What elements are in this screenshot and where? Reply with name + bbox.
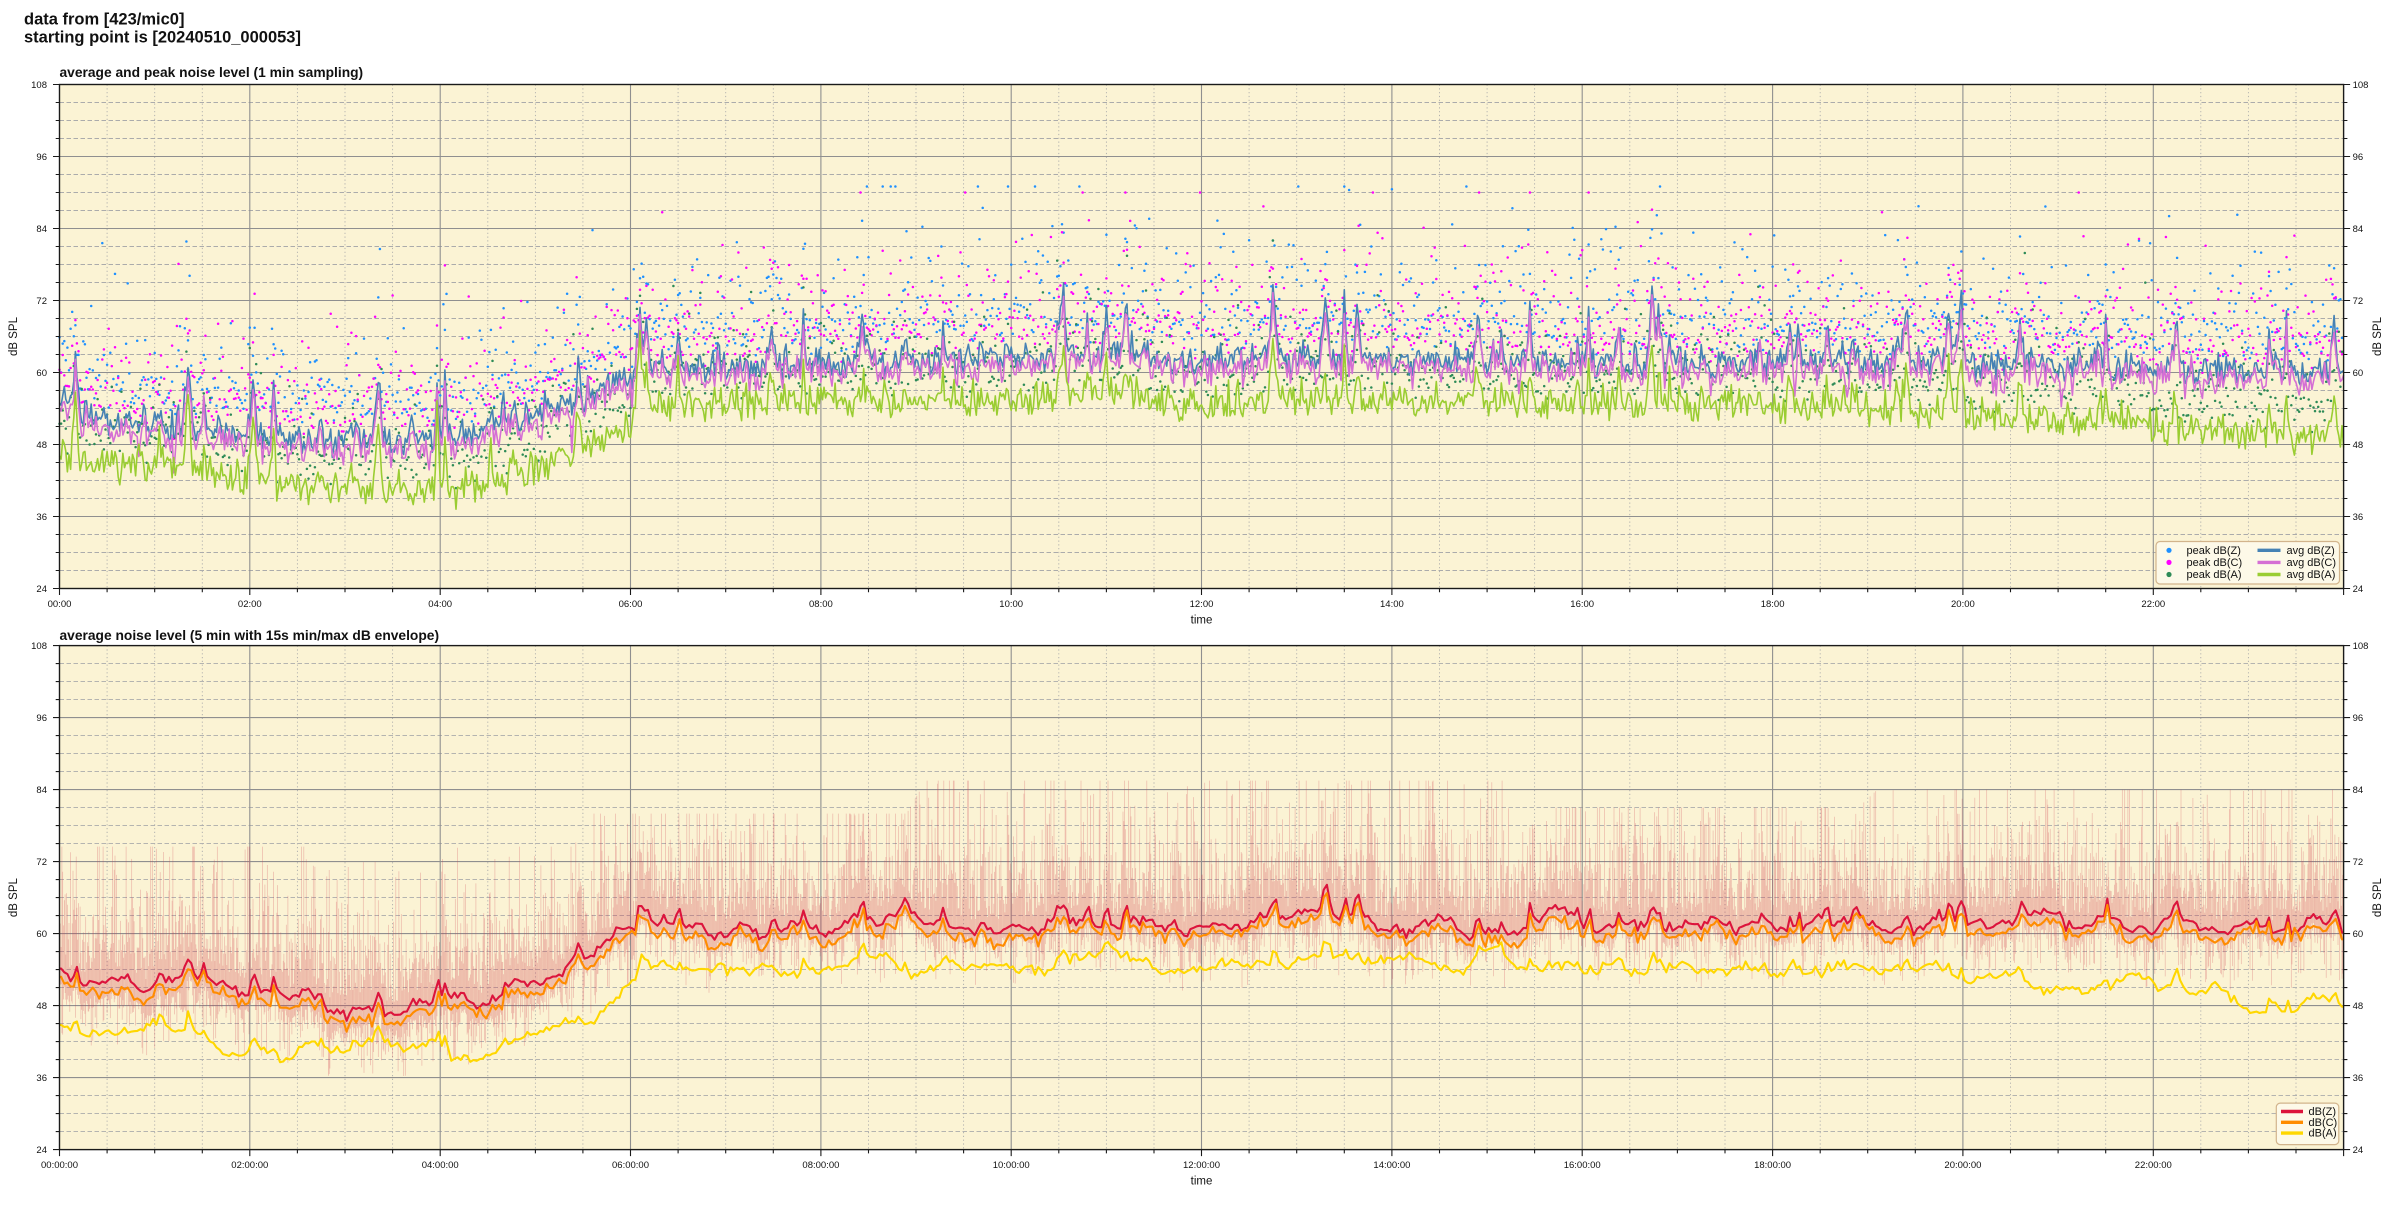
svg-text:04:00:00: 04:00:00 [422, 1160, 459, 1171]
svg-text:00:00: 00:00 [48, 599, 72, 610]
svg-text:96: 96 [2353, 713, 2364, 724]
svg-text:14:00:00: 14:00:00 [1373, 1160, 1410, 1171]
svg-text:dB(C): dB(C) [2309, 1117, 2338, 1129]
svg-text:12:00:00: 12:00:00 [1183, 1160, 1220, 1171]
svg-text:10:00: 10:00 [999, 599, 1023, 610]
svg-text:dB SPL: dB SPL [2372, 316, 2384, 356]
svg-text:22:00: 22:00 [2141, 599, 2165, 610]
svg-text:108: 108 [2353, 80, 2369, 91]
svg-text:06:00:00: 06:00:00 [612, 1160, 649, 1171]
svg-text:average noise level (5 min wit: average noise level (5 min with 15s min/… [60, 628, 440, 643]
svg-text:avg dB(A): avg dB(A) [2287, 569, 2336, 581]
svg-text:12:00: 12:00 [1190, 599, 1214, 610]
svg-text:20:00:00: 20:00:00 [1944, 1160, 1981, 1171]
svg-text:dB(A): dB(A) [2309, 1128, 2337, 1140]
svg-text:84: 84 [2353, 785, 2364, 796]
svg-text:96: 96 [36, 152, 47, 163]
svg-text:time: time [1191, 1175, 1213, 1187]
svg-text:72: 72 [36, 296, 47, 307]
svg-text:dB SPL: dB SPL [2372, 877, 2384, 917]
svg-text:02:00: 02:00 [238, 599, 262, 610]
svg-text:60: 60 [2353, 368, 2364, 379]
svg-text:starting point is [20240510_00: starting point is [20240510_000053] [24, 29, 301, 47]
svg-text:24: 24 [36, 1145, 47, 1156]
svg-text:data from [423/mic0]: data from [423/mic0] [24, 11, 184, 29]
svg-text:48: 48 [36, 440, 47, 451]
svg-text:10:00:00: 10:00:00 [993, 1160, 1030, 1171]
svg-text:04:00: 04:00 [428, 599, 452, 610]
svg-text:108: 108 [31, 641, 47, 652]
svg-text:84: 84 [2353, 224, 2364, 235]
svg-text:36: 36 [36, 1073, 47, 1084]
svg-text:84: 84 [36, 785, 47, 796]
svg-text:avg dB(C): avg dB(C) [2287, 557, 2337, 569]
svg-text:36: 36 [2353, 1073, 2364, 1084]
svg-text:60: 60 [36, 368, 47, 379]
svg-text:dB SPL: dB SPL [8, 877, 20, 917]
svg-text:108: 108 [31, 80, 47, 91]
svg-text:48: 48 [36, 1001, 47, 1012]
svg-text:96: 96 [36, 713, 47, 724]
svg-text:02:00:00: 02:00:00 [231, 1160, 268, 1171]
svg-text:84: 84 [36, 224, 47, 235]
svg-text:36: 36 [2353, 512, 2364, 523]
svg-text:48: 48 [2353, 1001, 2364, 1012]
svg-text:24: 24 [36, 584, 47, 595]
svg-text:60: 60 [2353, 929, 2364, 940]
svg-text:average and peak noise level (: average and peak noise level (1 min samp… [60, 65, 364, 80]
svg-text:96: 96 [2353, 152, 2364, 163]
svg-text:36: 36 [36, 512, 47, 523]
svg-text:avg dB(Z): avg dB(Z) [2287, 545, 2335, 557]
svg-text:14:00: 14:00 [1380, 599, 1404, 610]
svg-text:06:00: 06:00 [619, 599, 643, 610]
svg-text:08:00:00: 08:00:00 [802, 1160, 839, 1171]
svg-text:dB SPL: dB SPL [8, 316, 20, 356]
svg-text:22:00:00: 22:00:00 [2135, 1160, 2172, 1171]
svg-text:16:00: 16:00 [1570, 599, 1594, 610]
svg-text:16:00:00: 16:00:00 [1564, 1160, 1601, 1171]
svg-text:72: 72 [36, 857, 47, 868]
svg-text:peak dB(A): peak dB(A) [2187, 569, 2242, 581]
svg-text:08:00: 08:00 [809, 599, 833, 610]
svg-text:48: 48 [2353, 440, 2364, 451]
svg-text:18:00: 18:00 [1761, 599, 1785, 610]
svg-text:60: 60 [36, 929, 47, 940]
svg-text:72: 72 [2353, 296, 2364, 307]
svg-text:18:00:00: 18:00:00 [1754, 1160, 1791, 1171]
svg-text:time: time [1191, 614, 1213, 626]
svg-text:00:00:00: 00:00:00 [41, 1160, 78, 1171]
svg-text:20:00: 20:00 [1951, 599, 1975, 610]
svg-text:108: 108 [2353, 641, 2369, 652]
svg-text:peak dB(C): peak dB(C) [2187, 557, 2243, 569]
svg-text:dB(Z): dB(Z) [2309, 1106, 2337, 1118]
svg-text:peak dB(Z): peak dB(Z) [2187, 545, 2241, 557]
svg-text:72: 72 [2353, 857, 2364, 868]
svg-text:24: 24 [2353, 1145, 2364, 1156]
svg-text:24: 24 [2353, 584, 2364, 595]
